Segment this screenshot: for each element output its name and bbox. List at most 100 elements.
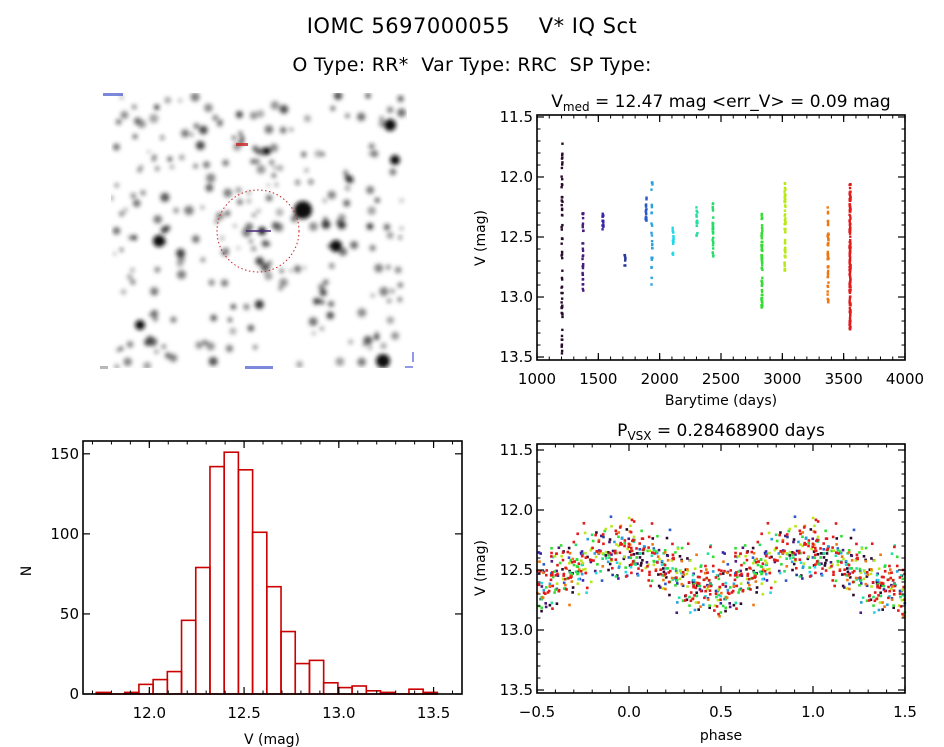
star-blob (164, 96, 172, 104)
phase-point (833, 584, 836, 588)
phase-point (807, 544, 810, 548)
light-curve-point (560, 253, 564, 256)
phase-point (607, 553, 610, 557)
phase-point (755, 586, 759, 589)
phase-point (724, 609, 727, 613)
star-blob (132, 134, 138, 139)
phase-point (739, 602, 743, 606)
phase-point (670, 576, 674, 580)
phase-point (845, 574, 849, 577)
phase-xtick-label: 1.5 (893, 703, 917, 721)
phase-point (895, 555, 899, 559)
phase-point (718, 585, 722, 589)
phase-point (732, 603, 736, 607)
phase-point (855, 578, 859, 581)
phase-point (569, 559, 572, 562)
phase-point (705, 568, 708, 571)
phase-point (695, 584, 699, 587)
phase-point (544, 573, 548, 577)
phase-point (577, 577, 580, 581)
phase-point (848, 576, 852, 579)
phase-point (760, 532, 763, 536)
phase-point (848, 567, 852, 570)
light-curve-point (783, 200, 786, 203)
phase-point (599, 569, 602, 573)
phase-point (739, 569, 742, 573)
phase-point (794, 558, 797, 561)
light-curve-point (826, 244, 830, 247)
phase-point (888, 595, 891, 598)
phase-point (572, 540, 576, 544)
light-curve-point (760, 297, 763, 300)
light-curve-point (581, 247, 585, 250)
star-blob (369, 245, 376, 252)
star-blob (223, 188, 233, 198)
phase-point (811, 545, 815, 549)
phase-point (537, 572, 541, 575)
histogram-bar (209, 465, 225, 695)
phase-point (585, 586, 589, 590)
phase-point (714, 589, 718, 593)
phase-point (706, 587, 709, 591)
phase-point (764, 559, 767, 563)
phase-point (675, 571, 679, 575)
light-curve-point (848, 281, 852, 284)
phase-point (667, 580, 671, 584)
phase-point (761, 592, 765, 596)
phase-point (644, 566, 648, 570)
light-curve-point (695, 213, 698, 217)
light-curve-point (561, 200, 564, 203)
light-curve-point (650, 283, 653, 286)
phase-point (601, 552, 604, 555)
phase-point (834, 551, 838, 554)
star-blob (309, 222, 318, 231)
light-curve-point (784, 222, 787, 226)
phase-point (784, 579, 788, 582)
light-curve-point (672, 241, 675, 244)
phase-point (810, 547, 813, 551)
phase-point (766, 521, 770, 525)
phase-point (632, 520, 636, 523)
phase-point (856, 577, 860, 580)
light-curve-point (848, 322, 851, 325)
star-blob (333, 93, 343, 100)
phase-point (580, 552, 583, 556)
phase-point (878, 586, 882, 590)
light-curve-point (849, 289, 852, 292)
light-curve-point (826, 293, 829, 296)
phase-point (864, 582, 868, 586)
light-curve-point (848, 192, 852, 195)
phase-point (698, 588, 702, 591)
phase-point (588, 558, 592, 561)
light-curve-point (601, 214, 605, 217)
star-blob (275, 208, 284, 217)
light-curve-point (711, 224, 715, 228)
star-blob (239, 135, 245, 141)
star-blob (178, 98, 182, 103)
light-curve-point (650, 224, 654, 227)
light-curve-point (849, 309, 852, 313)
light-curve-point (784, 188, 787, 191)
phase-point (584, 551, 587, 555)
phase-point (830, 549, 834, 553)
star-blob (399, 226, 404, 231)
phase-point (864, 546, 868, 550)
star-blob (132, 199, 141, 208)
light-curve-point (560, 213, 564, 217)
light-curve-point (784, 251, 787, 254)
phase-point (871, 581, 875, 584)
phase-point (901, 612, 904, 616)
star-blob (397, 282, 404, 288)
light-curve-point (560, 242, 563, 245)
light-curve-ytick-label: 12.0 (500, 168, 533, 186)
light-curve-point (624, 257, 627, 261)
light-curve-point (645, 208, 648, 211)
light-curve-point (848, 238, 852, 242)
phase-point (799, 574, 803, 577)
light-curve-point (826, 206, 829, 209)
phase-point (615, 543, 618, 546)
star-blob (225, 344, 234, 353)
light-curve-point (827, 233, 830, 237)
phase-point (540, 581, 544, 585)
light-curve-point (827, 238, 830, 242)
